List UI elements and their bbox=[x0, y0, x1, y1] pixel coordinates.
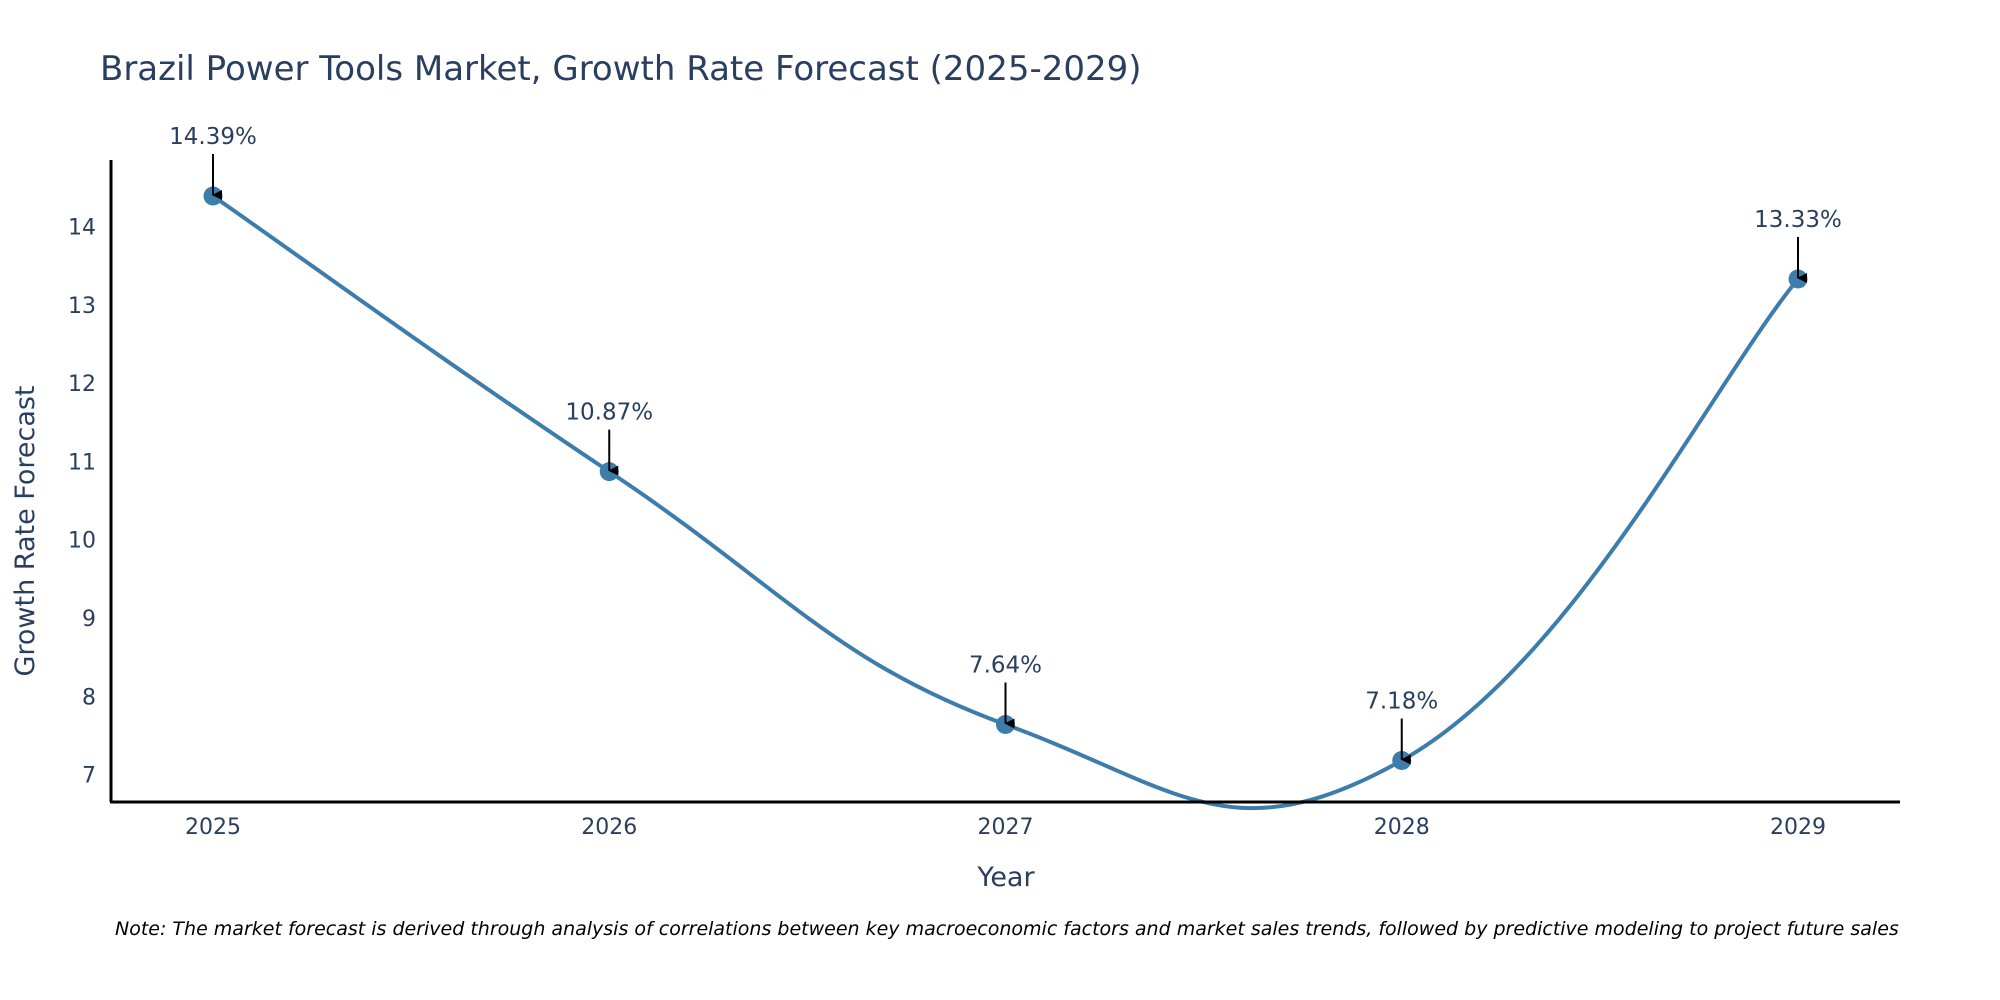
y-tick-label: 8 bbox=[82, 685, 96, 710]
data-label-annotations: 14.39% 10.87% 7.64% 7.18% 13.33% bbox=[169, 124, 1842, 765]
series-line bbox=[211, 194, 1800, 811]
data-label: 7.18% bbox=[1365, 689, 1438, 715]
y-axis-ticks: 7 8 9 10 11 12 13 14 bbox=[68, 216, 96, 789]
x-tick-label: 2025 bbox=[185, 815, 241, 840]
y-tick-label: 11 bbox=[68, 450, 96, 475]
data-label: 14.39% bbox=[169, 124, 257, 150]
y-tick-label: 13 bbox=[68, 294, 96, 319]
x-tick-label: 2028 bbox=[1374, 815, 1430, 840]
series-markers bbox=[203, 186, 1808, 771]
x-axis-ticks: 2025 2026 2027 2028 2029 bbox=[185, 815, 1826, 840]
y-tick-label: 10 bbox=[68, 529, 96, 554]
x-tick-label: 2029 bbox=[1770, 815, 1826, 840]
y-tick-label: 14 bbox=[68, 216, 96, 241]
y-tick-label: 9 bbox=[82, 607, 96, 632]
footnote: Note: The market forecast is derived thr… bbox=[115, 918, 1899, 940]
data-label: 7.64% bbox=[969, 652, 1042, 678]
x-tick-label: 2026 bbox=[581, 815, 637, 840]
y-tick-label: 7 bbox=[82, 764, 96, 789]
chart-title: Brazil Power Tools Market, Growth Rate F… bbox=[100, 49, 1142, 89]
y-tick-label: 12 bbox=[68, 372, 96, 397]
data-label: 10.87% bbox=[565, 400, 653, 426]
x-axis-title: Year bbox=[976, 862, 1035, 893]
x-tick-label: 2027 bbox=[978, 815, 1034, 840]
data-label: 13.33% bbox=[1754, 207, 1842, 233]
y-axis-title: Growth Rate Forecast bbox=[10, 385, 41, 676]
